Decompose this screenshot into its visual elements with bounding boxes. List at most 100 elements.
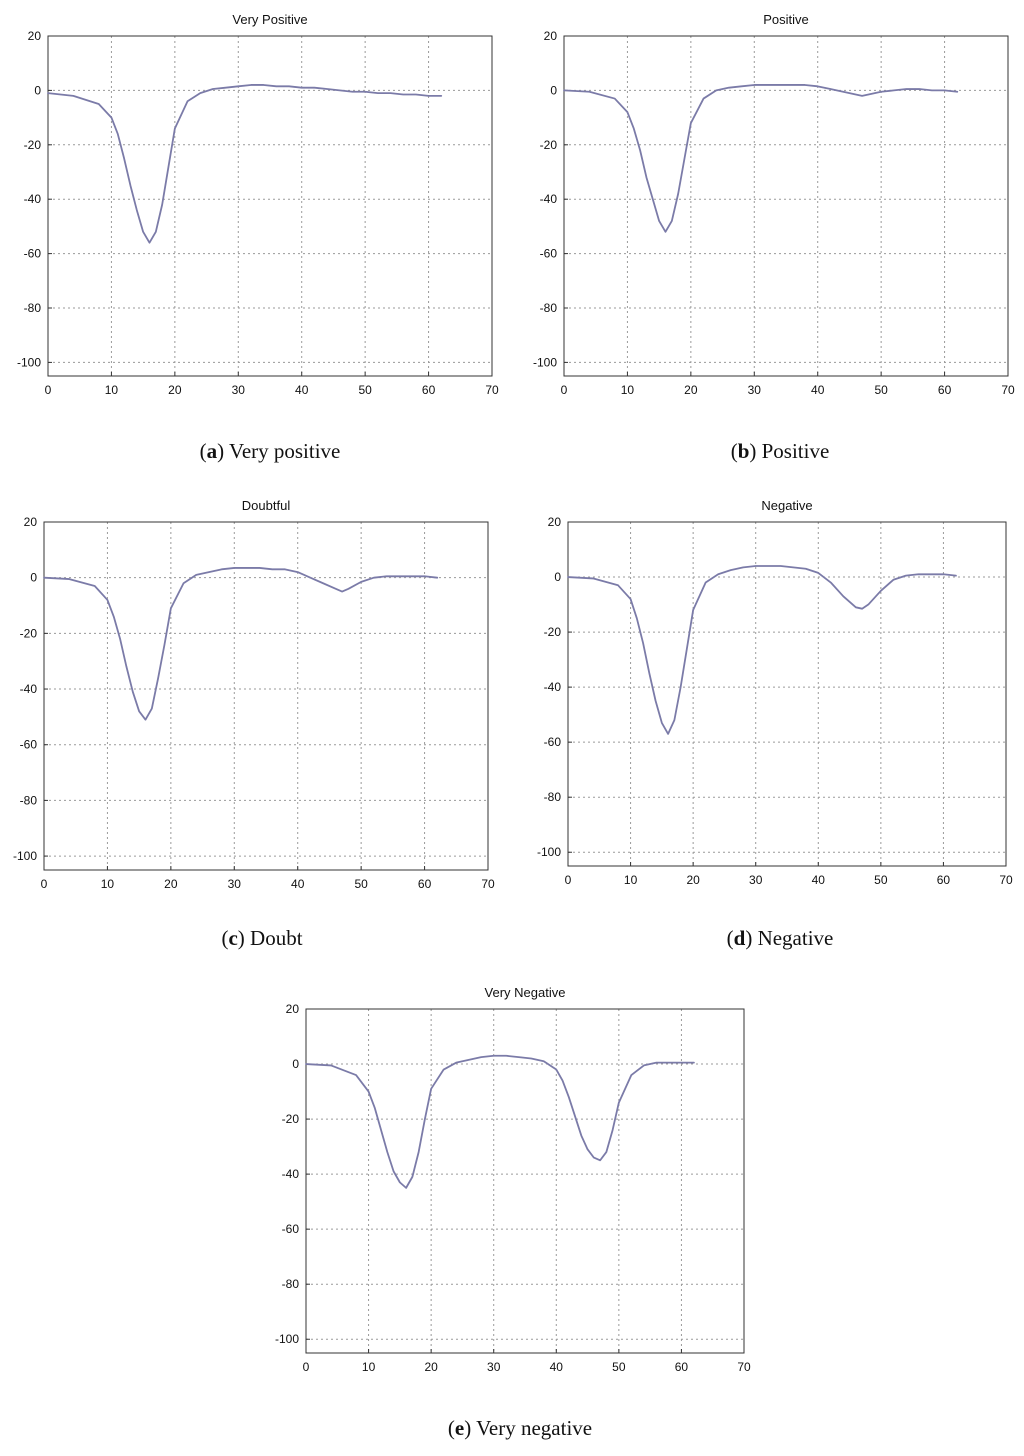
x-tick-label: 10 [362, 1360, 376, 1374]
x-tick-label: 30 [487, 1360, 501, 1374]
plot-frame [563, 35, 1009, 377]
x-tick-label: 60 [938, 383, 952, 397]
chart-title: Negative [761, 498, 812, 513]
y-tick-label: 20 [28, 29, 42, 43]
caption-letter-d: d [733, 926, 746, 950]
plot-frame [305, 1008, 745, 1354]
x-tick-label: 20 [168, 383, 182, 397]
y-tick-label: 0 [554, 570, 561, 584]
chart-panel-a: 0 10 20 30 40 50 60 70 20 0 -20 -40 -60 -80 -100 Very P… [0, 0, 500, 400]
x-tick-label: 20 [686, 873, 700, 887]
x-tick-label: 20 [684, 383, 698, 397]
series-line [563, 84, 959, 233]
x-tick-label: 70 [1001, 383, 1015, 397]
x-tick-label: 30 [232, 383, 246, 397]
y-tick-label: -20 [540, 138, 558, 152]
caption-letter-b: b [737, 439, 750, 463]
x-tick-label: 70 [485, 383, 499, 397]
plot-frame [567, 521, 1007, 867]
x-tick-label: 40 [812, 873, 826, 887]
y-tick-label: -100 [537, 845, 561, 859]
x-tick-label: 50 [358, 383, 372, 397]
chart-title: Very Negative [485, 985, 566, 1000]
x-tick-label: 20 [164, 877, 178, 891]
x-tick-label: 50 [612, 1360, 626, 1374]
y-tick-label: 0 [30, 571, 37, 585]
x-tick-label: 30 [748, 383, 762, 397]
y-tick-label: -60 [20, 738, 38, 752]
chart-panel-d: 0 10 20 30 40 50 60 70 20 0 -20 -40 -60 -80 -100 Negati… [516, 488, 1016, 888]
y-tick-label: -40 [544, 680, 562, 694]
x-tick-label: 10 [621, 383, 635, 397]
y-tick-label: -40 [282, 1167, 300, 1181]
y-tick-label: -60 [24, 247, 42, 261]
y-tick-label: 20 [548, 515, 562, 529]
caption-text-a: Very positive [228, 439, 341, 463]
y-tick-label: -20 [24, 138, 42, 152]
y-tick-label: -80 [544, 790, 562, 804]
x-tick-label: 50 [874, 873, 888, 887]
caption-e: (e) Very negative [447, 1416, 593, 1440]
y-tick-label: -100 [13, 849, 37, 863]
x-tick-label: 70 [737, 1360, 751, 1374]
y-tick-label: 20 [24, 515, 38, 529]
caption-b: (b) Positive [730, 439, 830, 463]
x-tick-label: 0 [561, 383, 568, 397]
x-tick-label: 60 [418, 877, 432, 891]
y-tick-label: -20 [20, 626, 38, 640]
x-tick-label: 30 [228, 877, 242, 891]
plot-frame [47, 35, 493, 377]
caption-c: (c) Doubt [221, 926, 303, 950]
x-tick-label: 0 [45, 383, 52, 397]
chart-panel-c: 0 10 20 30 40 50 60 70 20 0 -20 -40 -60 -80 -100 Doubtf… [0, 488, 500, 891]
y-tick-label: 20 [286, 1002, 300, 1016]
chart-b: 0 10 20 30 40 50 60 70 20 0 -20 -40 -60 -80 -100 Positi… [533, 12, 1015, 397]
series-line [305, 1054, 695, 1189]
chart-e: 0 10 20 30 40 50 60 70 20 0 -20 -40 -60 -80 -100 Very N… [275, 985, 751, 1374]
y-tick-label: -60 [282, 1222, 300, 1236]
caption-text-c: Doubt [250, 926, 303, 950]
y-tick-label: -100 [17, 355, 41, 369]
y-tick-label: -100 [533, 355, 557, 369]
chart-title: Doubtful [242, 498, 291, 513]
chart-panel-e: 0 10 20 30 40 50 60 70 20 0 -20 -40 -60 -80 -100 Very N… [258, 976, 758, 1376]
x-tick-label: 60 [675, 1360, 689, 1374]
x-tick-label: 20 [424, 1360, 438, 1374]
y-tick-label: 20 [544, 29, 558, 43]
plot-frame [43, 521, 489, 871]
y-tick-label: -40 [24, 192, 42, 206]
x-tick-label: 50 [354, 877, 368, 891]
x-tick-label: 10 [101, 877, 115, 891]
x-tick-label: 40 [291, 877, 305, 891]
y-tick-label: -40 [20, 682, 38, 696]
y-tick-label: 0 [550, 83, 557, 97]
series-line [47, 84, 443, 244]
y-tick-label: -80 [24, 301, 42, 315]
x-tick-label: 40 [811, 383, 825, 397]
y-tick-label: -40 [540, 192, 558, 206]
y-tick-label: -60 [544, 735, 562, 749]
chart-panel-b: 0 10 20 30 40 50 60 70 20 0 -20 -40 -60 -80 -100 Positi… [516, 0, 1016, 400]
caption-letter-c: c [228, 926, 238, 950]
chart-title: Very Positive [232, 12, 307, 27]
y-tick-label: -20 [544, 625, 562, 639]
y-tick-label: 0 [34, 83, 41, 97]
y-tick-label: -80 [20, 793, 38, 807]
caption-letter-e: e [454, 1416, 465, 1440]
caption-text-b: Positive [761, 439, 830, 463]
chart-d: 0 10 20 30 40 50 60 70 20 0 -20 -40 -60 -80 -100 Negati… [537, 498, 1013, 887]
x-tick-label: 60 [937, 873, 951, 887]
y-tick-label: -60 [540, 247, 558, 261]
caption-a: (a) Very positive [199, 439, 341, 463]
x-tick-label: 0 [303, 1360, 310, 1374]
x-tick-label: 60 [422, 383, 436, 397]
x-tick-label: 50 [874, 383, 888, 397]
series-line [567, 565, 957, 735]
caption-text-e: Very negative [476, 1416, 593, 1440]
y-tick-label: -20 [282, 1112, 300, 1126]
y-tick-label: 0 [292, 1057, 299, 1071]
series-line [43, 567, 439, 721]
x-tick-label: 40 [295, 383, 309, 397]
caption-text-d: Negative [757, 926, 834, 950]
x-tick-label: 0 [565, 873, 572, 887]
